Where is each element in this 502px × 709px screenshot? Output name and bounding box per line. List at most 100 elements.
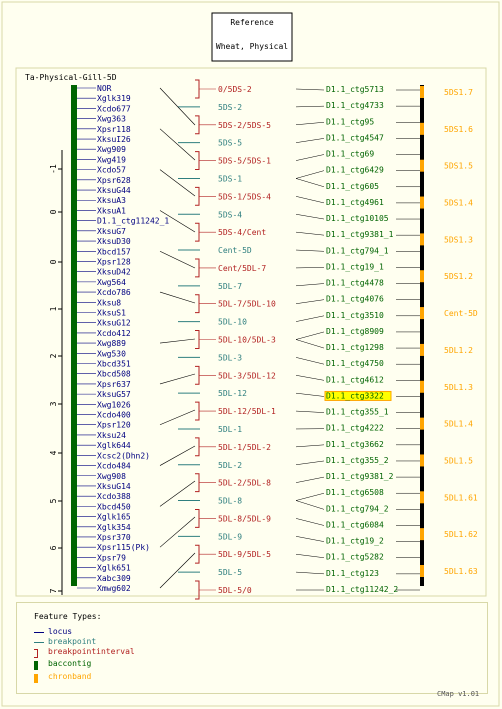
breakpoint-swatch-icon bbox=[34, 642, 44, 643]
chromosome-bar[interactable] bbox=[71, 85, 77, 586]
legend-label: baccontig bbox=[48, 659, 92, 668]
chronband bbox=[420, 122, 424, 135]
locus-label: Xpsr120 bbox=[97, 421, 131, 430]
breakpoint-label: 5DL-7 bbox=[218, 282, 242, 291]
bin-contig-link bbox=[295, 500, 325, 510]
locus-label: Xpsr637 bbox=[97, 380, 131, 389]
locus-label: Xwg1026 bbox=[97, 400, 131, 409]
interval-bracket bbox=[195, 508, 200, 528]
bin-contig-link bbox=[295, 196, 325, 204]
locus-bin-link bbox=[159, 210, 196, 233]
locus-label: Xksu8 bbox=[97, 298, 121, 307]
bin-contig-link bbox=[295, 476, 325, 483]
locus-label: XksuG57 bbox=[97, 390, 131, 399]
bin-contig-link bbox=[295, 357, 325, 365]
breakpoint-interval-label: 5DS-1/5DS-4 bbox=[218, 192, 271, 201]
bin-contig-link bbox=[295, 460, 325, 465]
breakpoint-interval-label: 5DS-2/5DS-5 bbox=[218, 121, 271, 130]
breakpoint-label: 5DL-10 bbox=[218, 318, 247, 327]
bin-contig-link bbox=[295, 170, 325, 179]
contig-label: D1.1_ctg5713 bbox=[326, 85, 384, 94]
interval-bracket bbox=[195, 473, 200, 493]
contig-label: D1.1_ctg6429 bbox=[326, 166, 384, 175]
locus-swatch-icon bbox=[34, 632, 44, 633]
contig-highlight bbox=[324, 390, 392, 401]
contig-label: D1.1_ctg19_1 bbox=[326, 262, 384, 271]
chronband bbox=[420, 417, 424, 430]
locus-label: Xcdo677 bbox=[97, 104, 131, 113]
bin-contig-link bbox=[295, 299, 325, 304]
locus-label: Xbcd351 bbox=[97, 360, 131, 369]
chronband-label: 5DL1.3 bbox=[444, 383, 473, 392]
contig-label: D1.1_ctg10105 bbox=[326, 214, 389, 223]
interval-bracket bbox=[195, 294, 200, 314]
legend-label: chronband bbox=[48, 672, 92, 681]
locus-label: XksuI26 bbox=[97, 135, 131, 144]
contig-label: D1.1_ctg4547 bbox=[326, 133, 384, 142]
reference-subtitle: Wheat, Physical bbox=[216, 42, 288, 51]
cmap-version: CMap v1.01 bbox=[437, 690, 480, 698]
contig-label: D1.1_ctg4222 bbox=[326, 424, 384, 433]
breakpoint-label: 5DL-12 bbox=[218, 389, 247, 398]
breakpoint-interval-label: 5DL-5/0 bbox=[218, 586, 252, 595]
bin-contig-link bbox=[295, 444, 325, 448]
interval-bracket bbox=[195, 330, 200, 349]
bin-contig-link bbox=[295, 138, 325, 143]
bin-contig-link bbox=[295, 231, 325, 236]
chronband-label: 5DS1.4 bbox=[444, 199, 473, 208]
locus-label: Xwg889 bbox=[97, 339, 126, 348]
locus-bin-link bbox=[159, 445, 196, 466]
chronband-label: 5DS1.5 bbox=[444, 162, 473, 171]
breakpoint-interval-label: Cent/5DL-7 bbox=[218, 264, 266, 273]
chronband-label: 5DL1.63 bbox=[444, 567, 478, 576]
locus-bin-link bbox=[159, 373, 196, 385]
locus-label: Xwg564 bbox=[97, 278, 126, 287]
chronband-label: 5DL1.62 bbox=[444, 530, 478, 539]
interval-bracket bbox=[195, 186, 200, 206]
breakpoint-label: 5DL-3 bbox=[218, 353, 242, 362]
bin-contig-link bbox=[295, 283, 325, 287]
locus-label: Xksu24 bbox=[97, 431, 126, 440]
locus-bin-link bbox=[159, 250, 196, 269]
contig-label: D1.1_ctg69 bbox=[326, 150, 374, 159]
breakpoint-interval-label: 5DS-4/Cent bbox=[218, 228, 266, 237]
breakpoint-label: 5DS-5 bbox=[218, 139, 242, 148]
breakpoint-label: 5DL-5 bbox=[218, 568, 242, 577]
breakpoint-interval-label: 5DL-10/5DL-3 bbox=[218, 336, 276, 345]
contig-label: D1.1_ctg11242_2 bbox=[326, 585, 398, 594]
contig-label: D1.1_ctg19_2 bbox=[326, 537, 384, 546]
locus-label: Xpsr115(Pk) bbox=[97, 543, 150, 552]
locus-label: Xpsr118 bbox=[97, 125, 131, 134]
legend-label: breakpointinterval bbox=[48, 647, 135, 656]
contig-label: D1.1_ctg4478 bbox=[326, 279, 384, 288]
chronband-label: 5DL1.5 bbox=[444, 456, 473, 465]
contig-label: D1.1_ctg355_1 bbox=[326, 408, 389, 417]
bin-contig-link bbox=[295, 339, 325, 349]
locus-bin-link bbox=[159, 338, 196, 344]
chronband bbox=[420, 233, 424, 246]
chronband-label: 5DL1.2 bbox=[444, 346, 473, 355]
scale-label: 5 bbox=[49, 498, 58, 503]
chronband bbox=[420, 343, 424, 356]
bin-contig-link bbox=[295, 553, 325, 558]
contig-label: D1.1_ctg6084 bbox=[326, 520, 384, 529]
breakpointinterval-swatch-icon bbox=[34, 649, 38, 658]
locus-label: XksuG14 bbox=[97, 482, 131, 491]
chronband-label: 5DL1.4 bbox=[444, 420, 473, 429]
chronband bbox=[420, 528, 424, 541]
chronband-label: Cent-5D bbox=[444, 309, 478, 318]
locus-label: Xwg419 bbox=[97, 155, 126, 164]
breakpoint-label: 5DS-2 bbox=[218, 103, 242, 112]
scale-label: 0 bbox=[49, 259, 58, 264]
band-bar[interactable] bbox=[420, 85, 424, 586]
bin-contig-link bbox=[295, 154, 325, 161]
breakpoint-label: 5DL-9 bbox=[218, 532, 242, 541]
contig-label: D1.1_ctg355_2 bbox=[326, 456, 389, 465]
contig-label: D1.1_ctg95 bbox=[326, 117, 374, 126]
locus-label: Xcdo412 bbox=[97, 329, 131, 338]
reference-box[interactable] bbox=[211, 12, 293, 62]
breakpoint-interval-label: 5DS-5/5DS-1 bbox=[218, 157, 271, 166]
chronband-label: 5DS1.2 bbox=[444, 272, 473, 281]
